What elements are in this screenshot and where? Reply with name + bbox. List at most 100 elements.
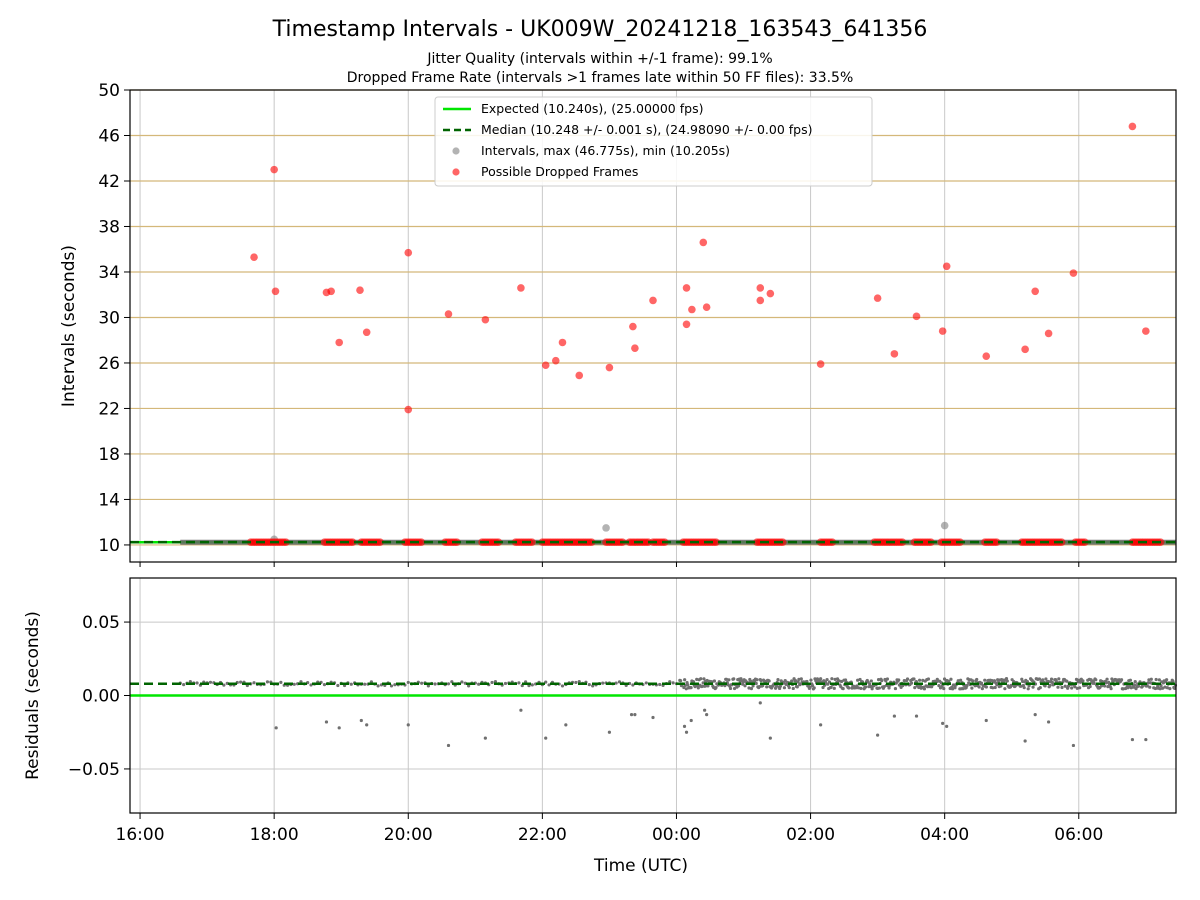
residual-point — [701, 681, 705, 685]
dropped-frame-point — [938, 327, 947, 335]
residual-point — [644, 681, 648, 685]
dropped-frame-point — [417, 538, 426, 547]
chart-subtitle-1: Jitter Quality (intervals within +/-1 fr… — [426, 51, 772, 67]
residual-point — [188, 679, 192, 684]
top-ytick-label: 38 — [98, 217, 120, 237]
residual-point — [1060, 685, 1064, 690]
residual-point — [892, 714, 896, 718]
dropped-frame-point — [376, 538, 384, 547]
dropped-frame-point — [1142, 327, 1150, 335]
residual-point — [949, 677, 953, 681]
residual-point — [1163, 685, 1167, 689]
residual-point — [765, 685, 769, 689]
residual-point — [993, 685, 997, 690]
residual-point — [389, 684, 394, 688]
residual-point — [208, 680, 213, 684]
dropped-frame-point — [356, 286, 364, 294]
residual-point — [909, 681, 914, 685]
top-ytick-label: 18 — [98, 445, 120, 465]
residual-point — [917, 678, 922, 682]
residual-point — [222, 683, 226, 687]
dropped-frame-point — [702, 303, 711, 312]
legend-entry-2: Median (10.248 +/- 0.001 s), (24.98090 +… — [481, 122, 812, 137]
residual-point — [970, 686, 974, 690]
dropped-frame-point — [699, 238, 708, 247]
residual-point — [956, 679, 960, 683]
residual-point — [856, 686, 861, 690]
residual-point — [859, 686, 863, 690]
residual-point — [309, 683, 313, 687]
bottom-xtick-label: 20:00 — [384, 825, 433, 845]
residual-point — [805, 679, 809, 684]
residual-point — [1026, 687, 1030, 691]
residual-point — [810, 683, 815, 688]
top-ytick-label: 22 — [98, 399, 120, 419]
residual-point — [754, 681, 758, 686]
residual-point — [265, 680, 270, 684]
residual-point — [1088, 684, 1092, 689]
residual-point — [1019, 684, 1023, 688]
residual-point — [937, 684, 941, 688]
residual-point — [1092, 681, 1096, 685]
residual-point — [914, 679, 918, 684]
residual-point — [1168, 687, 1172, 691]
residual-point — [732, 677, 736, 681]
dropped-frame-point — [404, 405, 413, 414]
bottom-ytick-label: 0.05 — [82, 613, 120, 633]
residual-point — [1128, 678, 1133, 682]
residual-point — [825, 677, 829, 682]
residuals-panel: 0.05 0.00 −0.05 16:00 18:00 20:00 22:00 00:00 02… — [23, 577, 1178, 876]
dropped-frame-point — [682, 320, 691, 329]
residual-point — [837, 679, 841, 683]
residual-point — [1105, 677, 1109, 681]
legend-entry-4: Possible Dropped Frames — [481, 164, 638, 179]
residual-point — [683, 678, 687, 682]
chart-subtitle-2: Dropped Frame Rate (intervals >1 frames … — [347, 70, 854, 86]
residual-point — [1145, 684, 1149, 688]
residual-point — [705, 712, 709, 717]
residual-point — [467, 684, 471, 688]
residual-point — [961, 687, 965, 691]
residual-point — [517, 681, 521, 685]
residual-point — [913, 686, 917, 690]
residual-point — [984, 685, 988, 689]
residual-point — [587, 682, 591, 687]
legend-entry-3: Intervals, max (46.775s), min (10.205s) — [481, 143, 730, 158]
dropped-frame-point — [631, 344, 639, 352]
residual-point — [299, 680, 303, 684]
residual-point — [679, 679, 683, 683]
legend: Expected (10.240s), (25.00000 fps) Median… — [434, 96, 873, 187]
residual-point — [547, 683, 551, 687]
residual-point — [1133, 679, 1137, 684]
residual-point — [490, 680, 494, 685]
bottom-xtick-label: 06:00 — [1054, 825, 1103, 845]
residual-point — [1148, 685, 1152, 689]
residual-point — [446, 682, 451, 686]
dropped-frame-point — [250, 253, 258, 261]
residual-point — [876, 678, 881, 682]
residual-point — [794, 679, 798, 683]
residual-point — [446, 743, 451, 748]
residual-point — [755, 678, 759, 682]
residual-point — [984, 718, 988, 723]
residual-point — [252, 681, 256, 685]
residual-point — [1057, 677, 1061, 681]
residual-point — [882, 684, 886, 689]
intervals-panel: 10 14 18 22 26 30 34 38 42 46 50 Intervals (seconds… — [59, 81, 1177, 567]
residual-point — [601, 681, 605, 685]
residual-point — [696, 686, 700, 690]
residual-point — [274, 726, 278, 730]
residual-point — [1171, 679, 1175, 684]
dropped-frame-point — [517, 284, 525, 292]
dropped-frame-point — [756, 296, 765, 305]
residual-point — [1140, 684, 1145, 688]
dropped-frame-point — [756, 284, 765, 292]
residual-point — [1103, 684, 1107, 688]
residual-point — [965, 683, 969, 688]
residual-point — [684, 687, 688, 691]
residual-point — [1075, 686, 1079, 690]
dropped-frame-point — [551, 356, 560, 365]
residual-point — [1129, 686, 1133, 690]
residual-point — [1136, 684, 1141, 688]
